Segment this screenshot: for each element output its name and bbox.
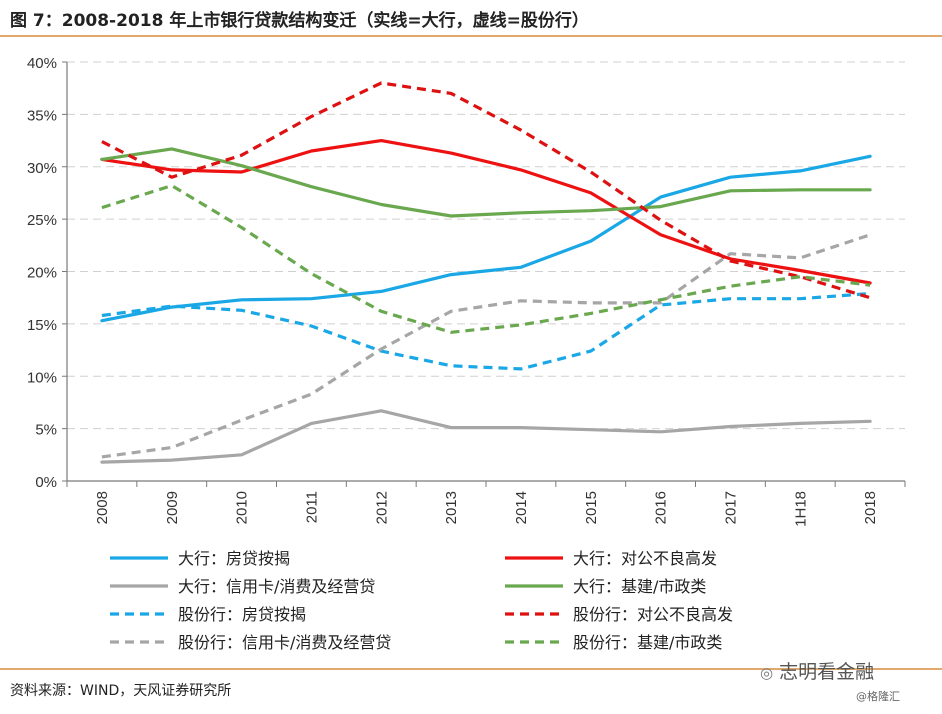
series-line xyxy=(101,81,871,300)
x-tick-label: 2018 xyxy=(862,491,879,524)
legend-item: 股份行：基建/市政类 xyxy=(505,633,722,652)
y-tick-label: 20% xyxy=(27,265,57,282)
x-tick-label: 2012 xyxy=(373,491,390,524)
footer-divider xyxy=(0,668,942,670)
legend-label: 股份行：基建/市政类 xyxy=(573,633,722,652)
watermark-text: 志明看金融 xyxy=(779,661,875,683)
x-tick-label: 2009 xyxy=(164,491,181,524)
x-tick-label: 2016 xyxy=(653,491,670,524)
x-tick-label: 2017 xyxy=(722,491,739,524)
axes: 0% 5% 10% 15% 20% 25% 30% 35% 40% 2008 2009 2010 201… xyxy=(27,55,906,527)
y-tick-label: 15% xyxy=(27,317,57,334)
legend-label: 股份行：信用卡/消费及经营贷 xyxy=(178,633,391,652)
legend-item: 股份行：房贷按揭 xyxy=(110,605,306,624)
x-tick-label: 1H18 xyxy=(792,491,809,527)
legend-item: 股份行：信用卡/消费及经营贷 xyxy=(110,633,391,652)
series-line xyxy=(101,291,871,371)
watermark-sub: @格隆汇 xyxy=(856,690,900,703)
legend-label: 股份行：对公不良高发 xyxy=(573,605,733,624)
legend-label: 大行：基建/市政类 xyxy=(573,577,706,596)
title-divider xyxy=(0,35,942,37)
series-line xyxy=(101,233,871,459)
series-lines xyxy=(100,81,872,464)
legend-item: 大行：房贷按揭 xyxy=(110,549,290,568)
line-chart: 0% 5% 10% 15% 20% 25% 30% 35% 40% 2008 2009 2010 201… xyxy=(27,55,906,652)
source-note: 资料来源：WIND，天风证券研究所 xyxy=(10,683,232,699)
legend-label: 大行：对公不良高发 xyxy=(573,549,717,568)
y-tick-label: 25% xyxy=(27,212,57,229)
legend-item: 股份行：对公不良高发 xyxy=(505,605,733,624)
watermark: ◎ 志明看金融 xyxy=(760,657,874,684)
series-line xyxy=(100,154,872,323)
x-tick-label: 2011 xyxy=(303,491,320,523)
series-line xyxy=(100,409,872,464)
x-tick-label: 2014 xyxy=(513,491,530,524)
legend-label: 股份行：房贷按揭 xyxy=(178,605,306,624)
legend-item: 大行：基建/市政类 xyxy=(505,577,706,596)
legend-item: 大行：信用卡/消费及经营贷 xyxy=(110,577,375,596)
legend-item: 大行：对公不良高发 xyxy=(505,549,717,568)
y-tick-label: 30% xyxy=(27,160,57,177)
grid-lines xyxy=(67,61,905,430)
series-line xyxy=(100,147,872,218)
y-tick-label: 10% xyxy=(27,369,57,386)
x-tick-label: 2013 xyxy=(443,491,460,524)
y-tick-label: 0% xyxy=(35,474,57,491)
y-tick-label: 5% xyxy=(35,422,57,439)
x-tick-label: 2008 xyxy=(94,491,111,524)
x-tick-label: 2015 xyxy=(583,491,600,524)
x-tick-label: 2010 xyxy=(234,491,251,524)
y-tick-label: 40% xyxy=(27,55,57,72)
figure-title: 图 7：2008-2018 年上市银行贷款结构变迁（实线=大行，虚线=股份行） xyxy=(10,11,589,31)
series-line xyxy=(100,138,872,285)
y-tick-label: 35% xyxy=(27,107,57,124)
legend-label: 大行：房贷按揭 xyxy=(178,549,290,568)
legend-label: 大行：信用卡/消费及经营贷 xyxy=(178,577,375,596)
series-line xyxy=(101,184,871,334)
wechat-icon: ◎ xyxy=(760,664,774,682)
